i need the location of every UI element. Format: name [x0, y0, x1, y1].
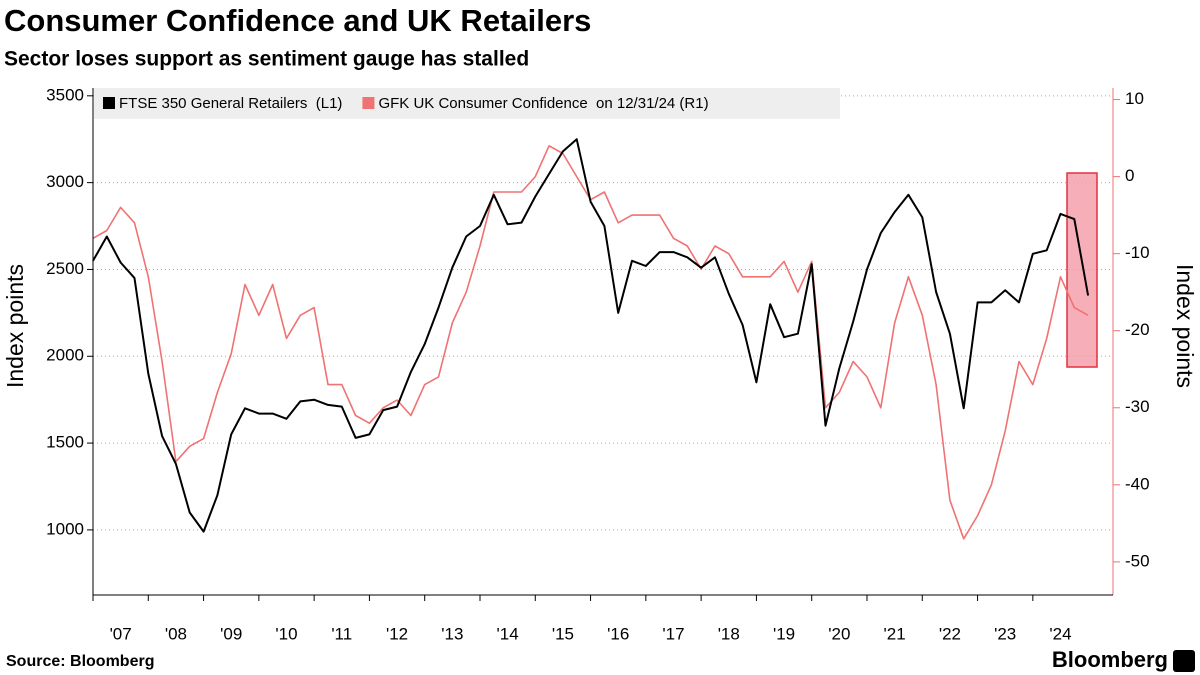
- series-line: [92, 145, 1089, 540]
- chart-subtitle: Sector loses support as sentiment gauge …: [4, 48, 529, 71]
- x-tick-label: '16: [607, 624, 629, 643]
- y2-tick-label: -20: [1125, 320, 1150, 339]
- x-tick-label: '21: [884, 624, 906, 643]
- x-tick-label: '13: [441, 624, 463, 643]
- x-tick-label: '11: [331, 624, 352, 643]
- x-tick-label: '09: [220, 624, 242, 643]
- x-tick-label: '19: [773, 624, 795, 643]
- y-tick-label: 2500: [46, 259, 84, 278]
- grid: [93, 95, 1113, 531]
- y2-tick-label: 10: [1125, 89, 1144, 108]
- y-axis-label: Index points: [2, 264, 28, 388]
- y2-tick-label: -50: [1125, 551, 1150, 570]
- x-tick-label: '08: [165, 624, 187, 643]
- legend: FTSE 350 General Retailers (L1) GFK UK Co…: [94, 88, 840, 119]
- legend-bg: [94, 88, 840, 119]
- y2-tick-label: -10: [1125, 243, 1150, 262]
- y-tick-label: 3000: [46, 172, 84, 191]
- x-tick-label: '12: [386, 624, 408, 643]
- axes: 1000 1500 2000 2500 3000 3500 -50 -40 -30 -20 -10 0…: [46, 85, 1149, 643]
- x-tick-label: '23: [994, 624, 1016, 643]
- y-tick-label: 3500: [46, 85, 84, 104]
- plot-lines: FTSE 350 General Retailers (L1) GFK UK Co…: [92, 88, 1090, 540]
- x-tick-label: '18: [718, 624, 740, 643]
- y2-tick-label: -30: [1125, 397, 1150, 416]
- series-line: [92, 138, 1090, 533]
- y2-tick-label: 0: [1125, 166, 1134, 185]
- legend-label: GFK UK Consumer Confidence on 12/31/24 (…: [378, 95, 708, 112]
- x-tick-label: '17: [662, 624, 684, 643]
- chart-title: Consumer Confidence and UK Retailers: [4, 3, 591, 38]
- x-tick-label: '15: [552, 624, 574, 643]
- x-tick-label: '14: [497, 624, 519, 643]
- legend-label: FTSE 350 General Retailers (L1): [119, 95, 342, 112]
- legend-swatch: [103, 97, 115, 109]
- y2-tick-label: -40: [1125, 474, 1150, 493]
- y2-axis-label: Index points: [1172, 264, 1198, 388]
- brand: Bloomberg: [1052, 647, 1168, 672]
- y-tick-label: 1000: [46, 519, 84, 538]
- y-tick-label: 1500: [46, 433, 84, 452]
- brand-icon: [1173, 650, 1195, 672]
- x-tick-label: '10: [275, 624, 297, 643]
- x-tick-label: '20: [828, 624, 850, 643]
- x-tick-label: '22: [939, 624, 961, 643]
- legend-swatch: [362, 97, 375, 109]
- source: Source: Bloomberg: [6, 653, 154, 670]
- highlight-box: [1066, 172, 1098, 368]
- x-tick-label: '24: [1049, 624, 1071, 643]
- y-tick-label: 2000: [46, 346, 84, 365]
- x-tick-label: '07: [110, 624, 132, 643]
